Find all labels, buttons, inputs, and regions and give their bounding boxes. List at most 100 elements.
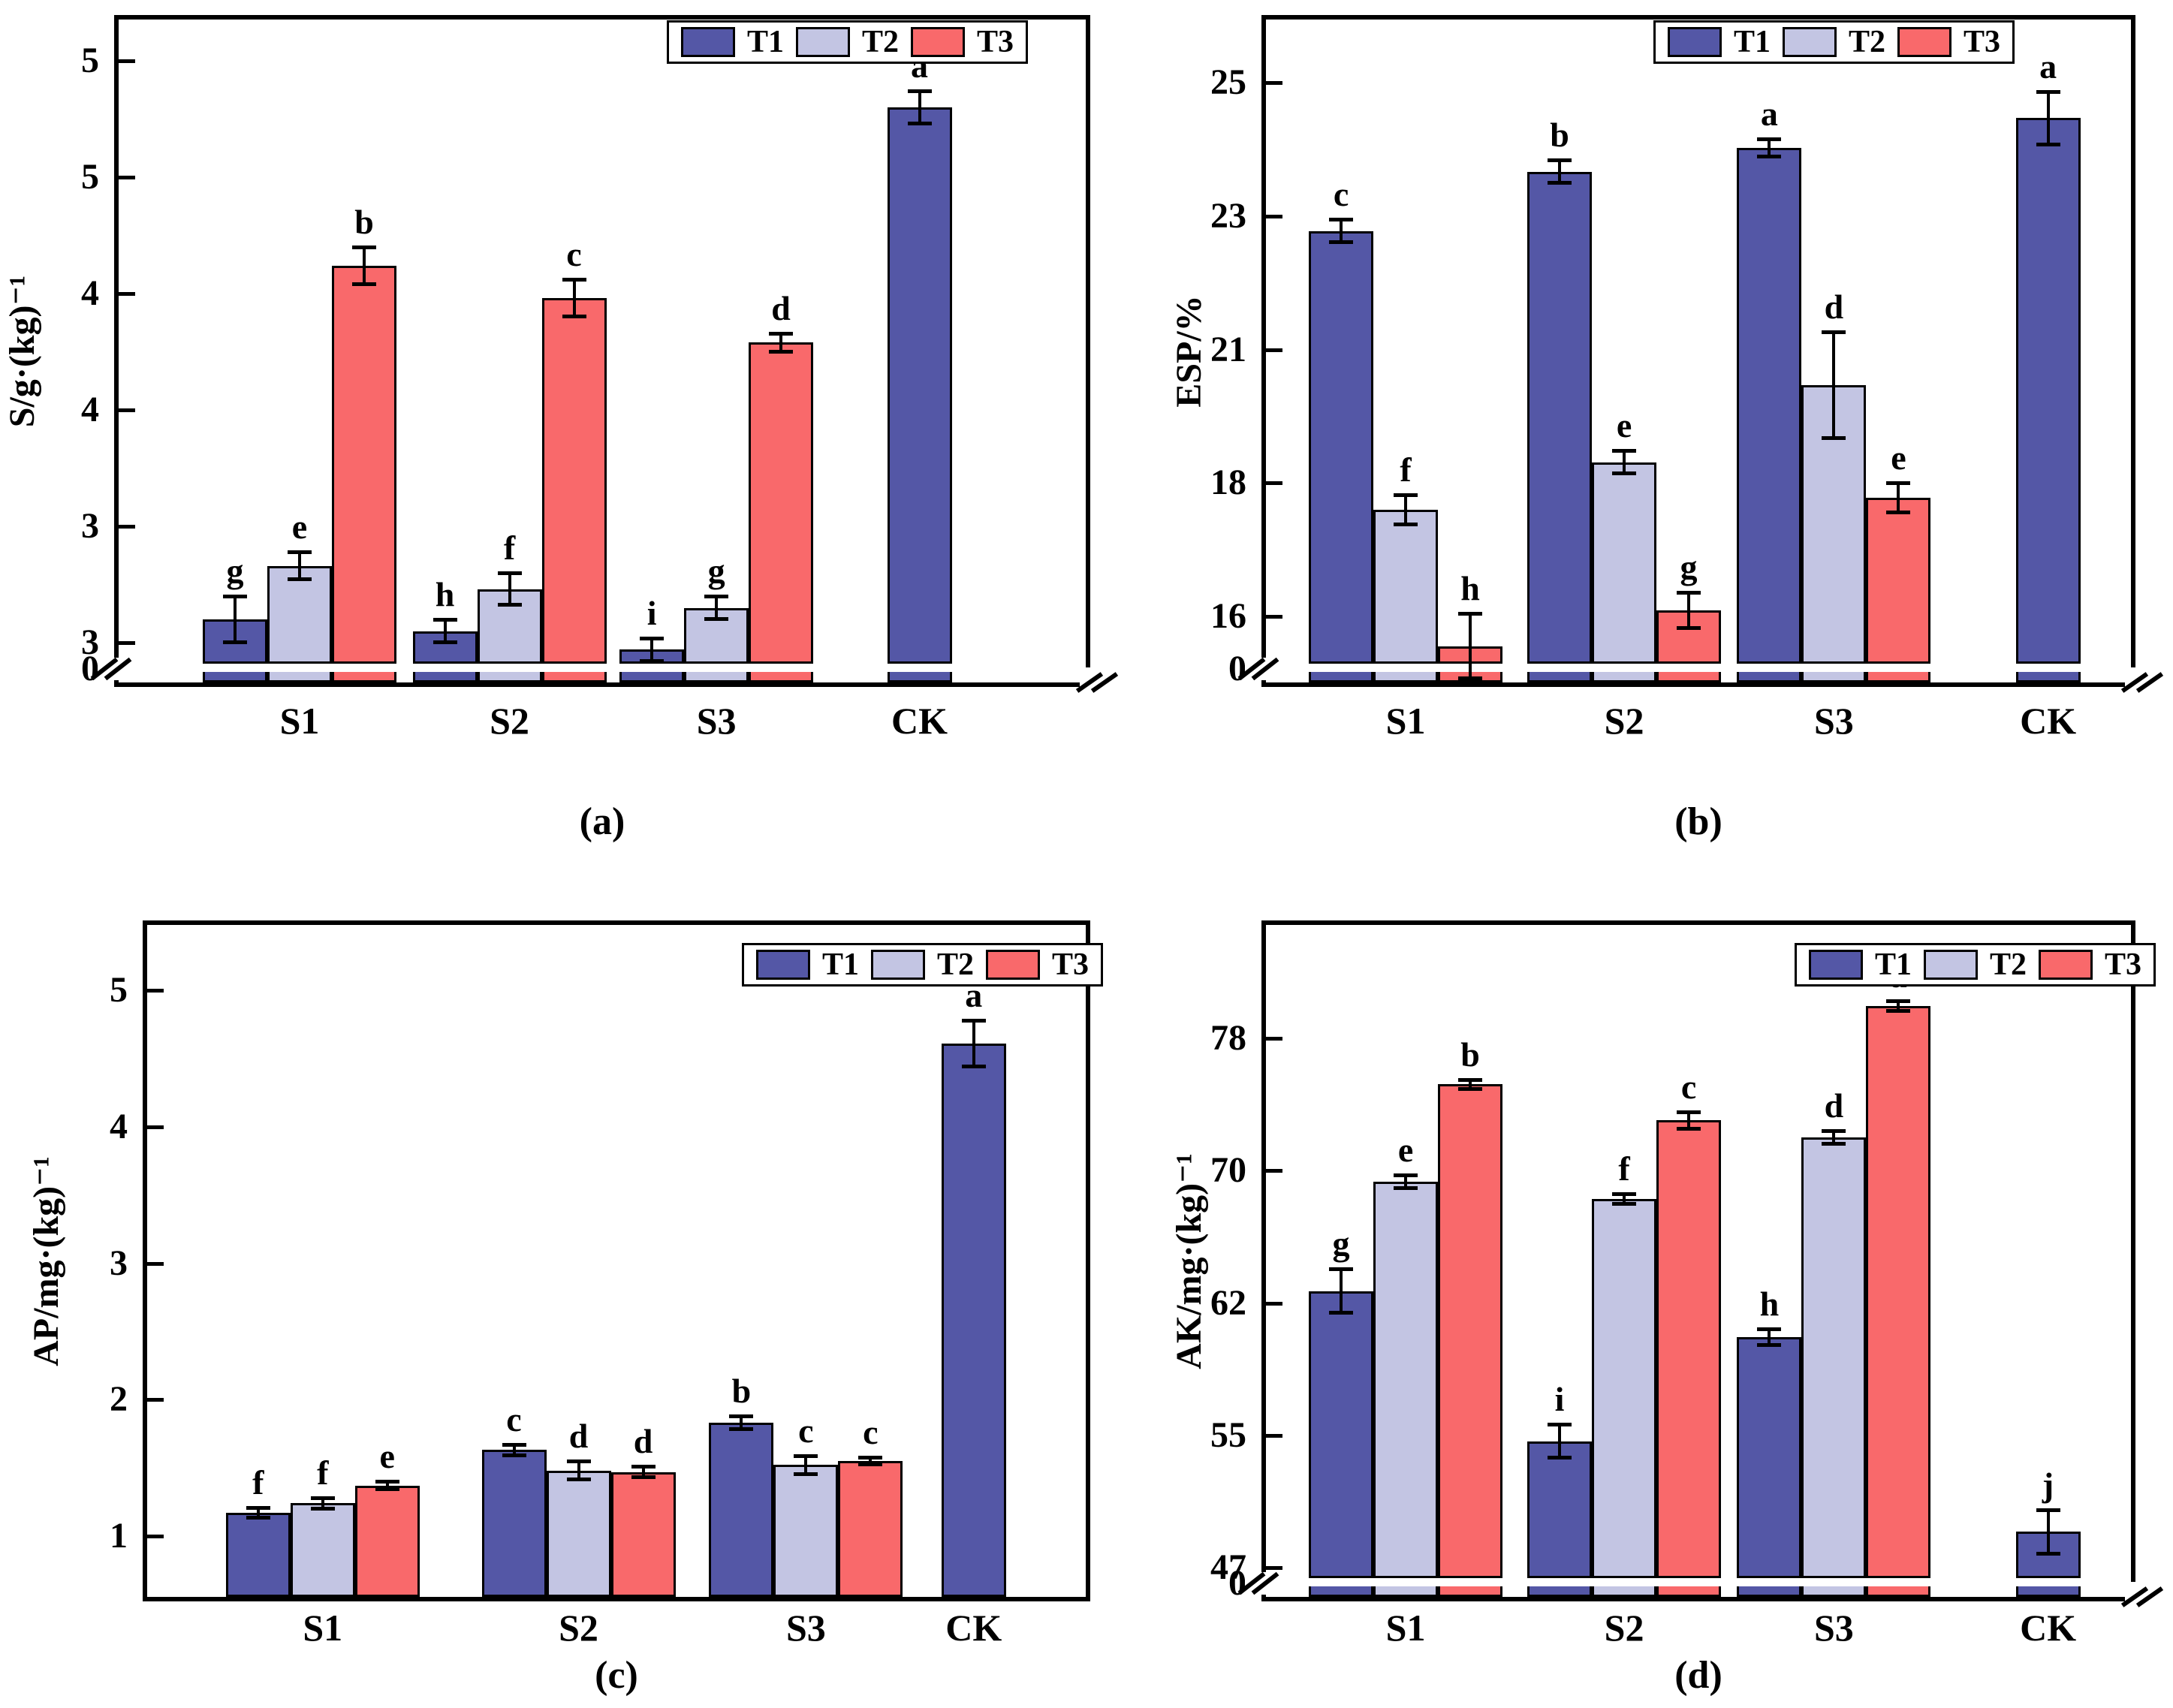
bar-a-T1-CK xyxy=(887,107,952,664)
legend-swatch-d-T1 xyxy=(1809,950,1863,980)
sig-letter-a-T3-S3: d xyxy=(771,288,791,327)
bar-d-T3-S2 xyxy=(1656,1120,1722,1578)
error-bar-b-T1-S1 xyxy=(1340,218,1343,243)
sig-letter-d-T1-S3: h xyxy=(1759,1284,1780,1323)
error-cap-bottom-a-T1-S2 xyxy=(432,640,457,644)
bar-d-T3-S3 xyxy=(1866,1005,1931,1578)
error-cap-bottom-c-T2-S1 xyxy=(310,1506,335,1511)
error-bar-a-T3-S3 xyxy=(779,333,783,352)
error-cap-top-a-T3-S2 xyxy=(562,278,586,282)
bar-stub-d-T1-S3 xyxy=(1737,1586,1802,1597)
bar-stub-a-T1-S1 xyxy=(203,672,267,682)
error-cap-bottom-d-T3-S1 xyxy=(1458,1087,1483,1092)
error-cap-bottom-b-T2-S2 xyxy=(1612,471,1637,476)
sig-letter-a-T2-S3: g xyxy=(707,552,725,590)
x-label-d-S2: S2 xyxy=(1604,1607,1644,1649)
bar-stub-d-T3-S2 xyxy=(1656,1586,1722,1597)
error-bar-b-T2-S2 xyxy=(1623,450,1626,474)
bar-b-T2-S2 xyxy=(1592,462,1657,664)
y-zero-label-a: 0 xyxy=(81,649,99,688)
bar-stub-d-T2-S2 xyxy=(1592,1586,1657,1597)
error-cap-top-d-T2-S2 xyxy=(1612,1191,1637,1196)
error-bar-c-T3-S1 xyxy=(385,1481,389,1490)
sig-letter-b-T3-S2: g xyxy=(1680,548,1698,587)
sig-letter-a-T3-S2: c xyxy=(566,235,582,274)
y-tick-a xyxy=(119,641,135,645)
x-label-c-S1: S1 xyxy=(303,1607,343,1649)
y-tick-b xyxy=(1266,214,1282,218)
x-label-a-CK: CK xyxy=(891,700,948,742)
y-axis-break-icon-a xyxy=(90,657,132,681)
error-bar-c-T1-CK xyxy=(972,1020,975,1067)
sig-letter-d-T3-S1: b xyxy=(1460,1035,1480,1074)
legend-swatch-b-T3 xyxy=(1897,27,1952,57)
bar-d-T3-S1 xyxy=(1438,1084,1503,1578)
sig-letter-d-T2-S2: f xyxy=(1618,1149,1630,1188)
bar-stub-d-T2-S3 xyxy=(1801,1586,1867,1597)
legend-swatch-a-T1 xyxy=(681,27,735,57)
sig-letter-b-T2-S1: f xyxy=(1400,450,1412,490)
x-label-d-CK: CK xyxy=(2020,1607,2077,1649)
error-cap-bottom-a-T1-CK xyxy=(907,121,932,125)
sig-letter-a-T2-S2: f xyxy=(503,529,516,567)
legend-label-c-T3: T3 xyxy=(1052,947,1090,982)
sig-letter-a-T1-S2: h xyxy=(435,575,455,613)
bar-stub-b-T1-CK xyxy=(2015,672,2081,682)
error-cap-top-d-T1-S3 xyxy=(1757,1327,1782,1331)
legend-label-b-T3: T3 xyxy=(1964,25,2001,59)
bar-stub-d-T3-S1 xyxy=(1438,1586,1503,1597)
bar-a-T2-S3 xyxy=(684,607,749,664)
error-cap-top-c-T2-S3 xyxy=(794,1453,818,1458)
error-cap-top-b-T1-S3 xyxy=(1757,137,1782,142)
bar-c-T2-S2 xyxy=(546,1470,611,1597)
bar-stub-d-T2-S1 xyxy=(1373,1586,1439,1597)
legend-swatch-d-T2 xyxy=(1924,950,1979,980)
error-cap-top-a-T2-S2 xyxy=(497,571,522,575)
error-bar-d-T1-S2 xyxy=(1558,1423,1562,1459)
error-bar-c-T3-S2 xyxy=(641,1466,645,1478)
y-tick-label-b: 23 xyxy=(1210,195,1246,236)
error-cap-top-c-T3-S1 xyxy=(375,1480,399,1484)
error-cap-bottom-d-T1-S1 xyxy=(1329,1311,1354,1315)
axis-break-stripe-a xyxy=(119,664,1086,672)
error-bar-a-T2-S2 xyxy=(508,573,511,606)
legend-swatch-c-T3 xyxy=(986,950,1041,980)
y-tick-c xyxy=(147,989,164,993)
error-cap-top-c-T1-CK xyxy=(961,1018,986,1023)
bar-a-T3-S3 xyxy=(749,342,814,664)
error-cap-top-b-T1-CK xyxy=(2036,89,2060,94)
sig-letter-c-T2-S1: f xyxy=(317,1453,329,1493)
x-label-a-S1: S1 xyxy=(279,700,320,742)
error-bar-a-T1-CK xyxy=(918,91,921,124)
error-bar-d-T1-CK xyxy=(2046,1509,2050,1554)
legend-label-d-T2: T2 xyxy=(1990,947,2027,982)
error-bar-a-T1-S3 xyxy=(650,637,654,661)
x-label-a-S2: S2 xyxy=(490,700,529,742)
y-tick-label-b: 21 xyxy=(1210,329,1246,369)
error-bar-b-T2-S1 xyxy=(1404,495,1408,525)
bar-stub-a-T3-S3 xyxy=(749,672,814,682)
error-bar-b-T1-S2 xyxy=(1558,159,1562,184)
error-bar-d-T1-S3 xyxy=(1768,1328,1771,1346)
bar-a-T3-S2 xyxy=(541,298,607,664)
error-bar-d-T1-S1 xyxy=(1340,1269,1343,1314)
y-tick-d xyxy=(1266,1169,1282,1173)
error-bar-a-T1-S1 xyxy=(234,596,237,643)
x-label-c-S2: S2 xyxy=(559,1607,598,1649)
x-label-b-S2: S2 xyxy=(1604,700,1644,742)
legend-label-a-T2: T2 xyxy=(862,25,900,59)
x-axis-break-icon-a xyxy=(1075,667,1120,697)
y-tick-a xyxy=(119,59,135,63)
sig-letter-b-T3-S3: e xyxy=(1891,438,1906,477)
error-bar-a-T3-S2 xyxy=(572,279,576,317)
legend-label-b-T2: T2 xyxy=(1849,25,1886,59)
bar-b-T1-S2 xyxy=(1527,171,1593,664)
bar-c-T1-S1 xyxy=(225,1513,291,1597)
y-tick-a xyxy=(119,292,135,296)
bar-stub-b-T2-S2 xyxy=(1592,672,1657,682)
error-cap-bottom-d-T2-S1 xyxy=(1394,1186,1418,1191)
y-axis-title-a: S/g·(kg)⁻¹ xyxy=(2,275,42,427)
error-bar-d-T2-S1 xyxy=(1404,1174,1408,1189)
x-label-b-S1: S1 xyxy=(1385,700,1426,742)
